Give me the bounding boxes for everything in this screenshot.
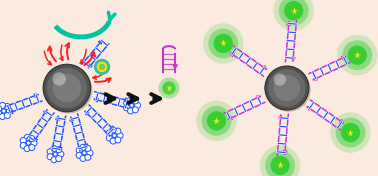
Circle shape <box>127 108 133 114</box>
Circle shape <box>279 0 308 26</box>
Circle shape <box>196 100 237 141</box>
Circle shape <box>201 106 231 136</box>
Circle shape <box>51 157 57 163</box>
Circle shape <box>336 118 366 147</box>
Circle shape <box>117 133 123 139</box>
Circle shape <box>162 81 176 95</box>
Circle shape <box>266 68 311 112</box>
Circle shape <box>158 77 180 99</box>
Circle shape <box>31 140 37 146</box>
Circle shape <box>0 102 6 108</box>
Circle shape <box>4 103 10 109</box>
Circle shape <box>53 74 81 102</box>
Circle shape <box>124 100 130 106</box>
Circle shape <box>214 34 233 53</box>
Circle shape <box>274 75 300 101</box>
Circle shape <box>85 154 91 160</box>
Circle shape <box>47 68 87 108</box>
Circle shape <box>273 0 314 31</box>
Circle shape <box>135 102 141 108</box>
Circle shape <box>270 156 290 175</box>
Circle shape <box>82 151 86 155</box>
Circle shape <box>341 123 360 142</box>
Circle shape <box>47 149 53 155</box>
Circle shape <box>203 23 243 64</box>
Circle shape <box>348 46 367 65</box>
Circle shape <box>265 150 295 176</box>
Circle shape <box>53 152 57 156</box>
Circle shape <box>24 134 30 140</box>
Circle shape <box>76 152 82 158</box>
Circle shape <box>342 40 372 70</box>
Circle shape <box>115 128 121 134</box>
Circle shape <box>29 136 35 142</box>
Circle shape <box>124 105 130 111</box>
Circle shape <box>112 134 116 137</box>
Circle shape <box>115 137 121 143</box>
Circle shape <box>0 110 2 117</box>
Circle shape <box>95 60 109 74</box>
Circle shape <box>58 151 64 157</box>
Circle shape <box>208 29 238 58</box>
Circle shape <box>265 66 309 110</box>
Circle shape <box>47 154 53 160</box>
Circle shape <box>85 145 91 152</box>
Circle shape <box>110 138 116 144</box>
Circle shape <box>132 98 138 104</box>
Circle shape <box>43 64 91 112</box>
Circle shape <box>20 138 26 144</box>
Circle shape <box>76 147 82 153</box>
Circle shape <box>20 143 26 149</box>
Circle shape <box>337 35 378 76</box>
Circle shape <box>26 141 30 145</box>
Circle shape <box>330 112 371 153</box>
Circle shape <box>106 135 112 141</box>
Circle shape <box>207 111 226 130</box>
Circle shape <box>106 130 112 136</box>
Circle shape <box>87 150 93 156</box>
Circle shape <box>29 144 35 150</box>
Circle shape <box>24 146 30 152</box>
Circle shape <box>80 144 86 150</box>
Circle shape <box>4 112 10 118</box>
Circle shape <box>274 74 286 86</box>
Circle shape <box>260 145 301 176</box>
Circle shape <box>80 155 86 161</box>
Circle shape <box>53 72 66 86</box>
Circle shape <box>132 107 138 113</box>
Circle shape <box>51 146 57 152</box>
Circle shape <box>56 156 62 162</box>
Circle shape <box>56 147 62 153</box>
Circle shape <box>110 127 116 133</box>
Circle shape <box>99 64 105 70</box>
Circle shape <box>127 97 133 103</box>
Circle shape <box>284 1 303 20</box>
Circle shape <box>2 109 6 113</box>
Circle shape <box>0 105 2 112</box>
Circle shape <box>268 69 305 107</box>
Circle shape <box>130 103 134 107</box>
Circle shape <box>45 66 92 114</box>
Circle shape <box>0 114 6 120</box>
Circle shape <box>6 108 12 114</box>
